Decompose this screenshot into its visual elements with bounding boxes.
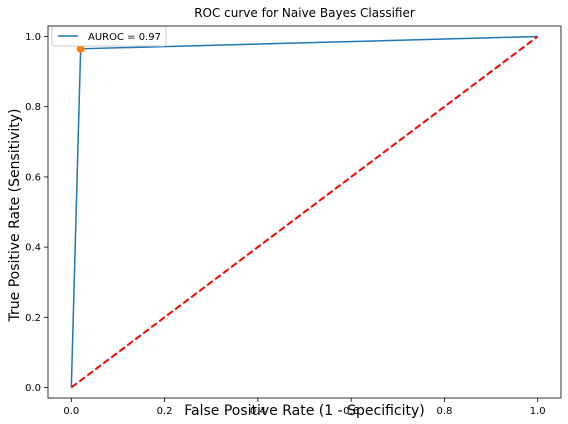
operating-point-marker: [76, 44, 85, 53]
x-tick-label: 0.2: [157, 406, 173, 417]
chance-line: [70, 35, 539, 389]
y-tick-label: 0.8: [25, 102, 41, 113]
legend: AUROC = 0.97: [51, 25, 167, 47]
y-tick-label: 0.6: [25, 172, 41, 183]
x-tick-label: 0.8: [436, 406, 452, 417]
legend-label: AUROC = 0.97: [88, 32, 161, 43]
y-axis-title: True Positive Rate (Sensitivity): [7, 109, 23, 323]
x-axis: 0.0 0.2 0.4 0.6 0.8 1.0: [63, 398, 546, 417]
series-layer: [70, 35, 539, 389]
y-axis: 0.0 0.2 0.4 0.6 0.8 1.0: [25, 32, 48, 394]
plot-frame: [47, 25, 562, 399]
y-tick-label: 1.0: [25, 32, 41, 43]
chart-title: ROC curve for Naive Bayes Classifier: [194, 6, 415, 20]
x-tick-label: 0.4: [250, 406, 266, 417]
x-tick-label: 0.0: [63, 406, 79, 417]
y-tick-label: 0.4: [25, 243, 41, 254]
x-tick-label: 1.0: [530, 406, 546, 417]
y-tick-label: 0.2: [25, 313, 41, 324]
x-axis-title: False Positive Rate (1 - Specificity): [184, 403, 425, 419]
x-tick-label: 0.6: [343, 406, 359, 417]
y-tick-label: 0.0: [25, 383, 41, 394]
